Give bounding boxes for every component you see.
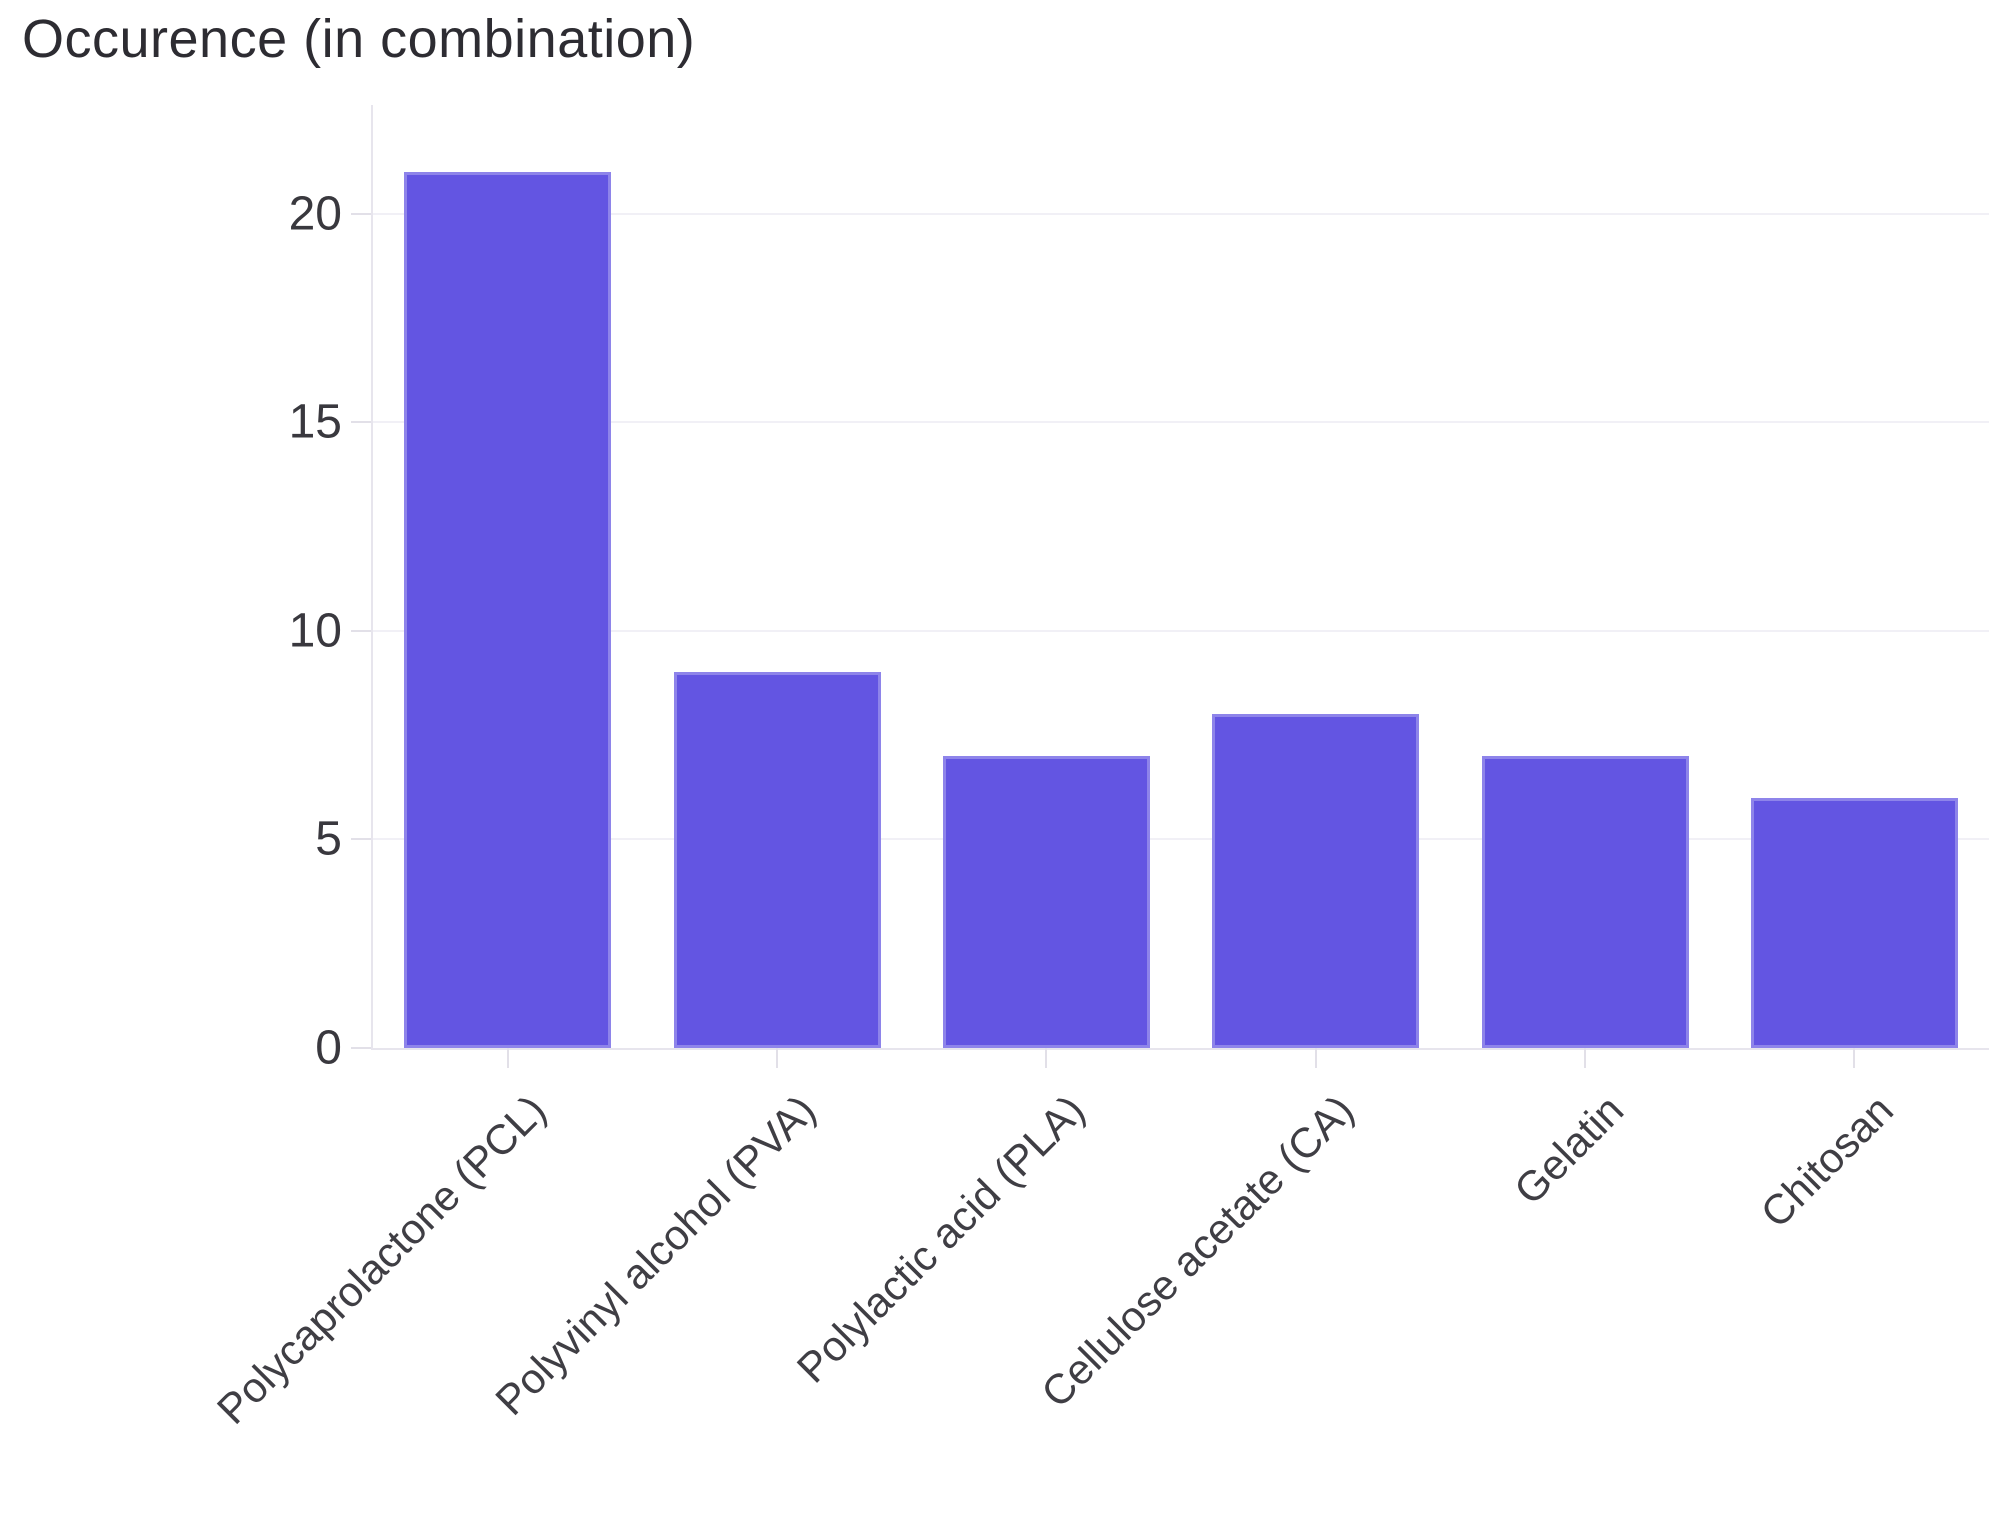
- y-tick-label: 5: [315, 812, 342, 866]
- y-tick-label: 0: [315, 1021, 342, 1075]
- x-tick-label: Chitosan: [1751, 1086, 1902, 1237]
- x-tick-label: Gelatin: [1504, 1086, 1633, 1214]
- x-axis-tick: [1045, 1048, 1048, 1068]
- x-axis-tick: [1584, 1048, 1586, 1068]
- gridline: [373, 212, 1989, 215]
- bar-gelatin: [1481, 755, 1689, 1048]
- y-axis-tick: [351, 1047, 371, 1049]
- y-axis-tick: [351, 838, 371, 841]
- y-tick-label: 10: [288, 604, 342, 658]
- y-axis-tick: [351, 421, 371, 424]
- gridline: [373, 838, 1989, 841]
- x-tick-label: Polylactic acid (PLA): [788, 1086, 1094, 1392]
- bar-chitosan: [1750, 797, 1958, 1048]
- y-axis-tick: [351, 212, 371, 215]
- bar-cellulose-acetate-ca: [1212, 714, 1420, 1048]
- gridline: [373, 421, 1989, 424]
- chart-title: Occurence (in combination): [22, 9, 696, 69]
- plot-area: 0 5 10 15 20: [289, 105, 1989, 1075]
- gridline: [373, 629, 1989, 632]
- y-axis-tick: [351, 629, 371, 632]
- bar-polyvinyl-alcohol-pva: [673, 672, 881, 1048]
- y-tick-label: 15: [288, 395, 342, 449]
- x-axis-tick: [1853, 1048, 1856, 1068]
- bar-polycaprolactone-pcl: [404, 171, 612, 1048]
- y-tick-label: 20: [288, 187, 342, 240]
- bar-polylactic-acid-pla: [942, 755, 1150, 1048]
- x-tick-label: Cellulose acetate (CA): [1032, 1086, 1363, 1417]
- x-axis-tick: [506, 1048, 509, 1068]
- x-axis-tick: [776, 1048, 778, 1068]
- x-axis-tick: [1314, 1048, 1317, 1068]
